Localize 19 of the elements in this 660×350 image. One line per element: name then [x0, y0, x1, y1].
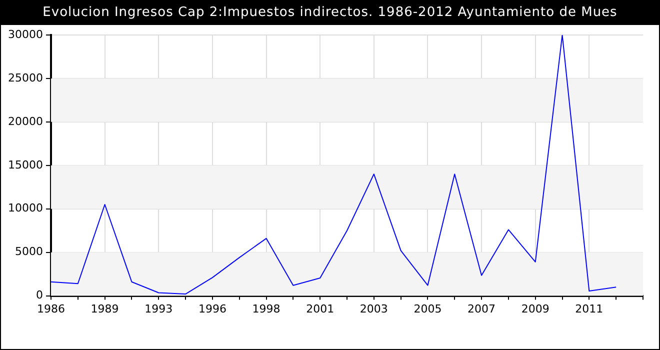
x-tick-label: 2003	[360, 302, 388, 316]
x-tick-label: 1989	[90, 302, 119, 316]
y-tick-label: 10000	[8, 202, 43, 215]
y-tick-label: 5000	[14, 245, 43, 258]
y-tick-label: 0	[36, 288, 43, 302]
x-tick-label: 2007	[468, 302, 496, 316]
y-tick-label: 15000	[8, 158, 43, 172]
x-tick-label: 2009	[521, 302, 550, 316]
x-tick-label: 2005	[414, 302, 442, 316]
x-tick-label: 2011	[575, 302, 604, 316]
x-tick-label: 1986	[36, 302, 65, 316]
y-tick-label: 25000	[8, 71, 43, 84]
chart-title: Evolucion Ingresos Cap 2:Impuestos indirectos. 1986-2012 Ayuntamiento de Mues	[1, 1, 659, 25]
x-tick-label: 2001	[306, 302, 334, 316]
y-tick-label: 30000	[8, 28, 43, 41]
x-tick-label: 1993	[144, 302, 173, 316]
y-tick-label: 20000	[8, 114, 43, 128]
x-tick-label: 1998	[252, 302, 280, 316]
x-tick-label: 1996	[198, 302, 226, 316]
